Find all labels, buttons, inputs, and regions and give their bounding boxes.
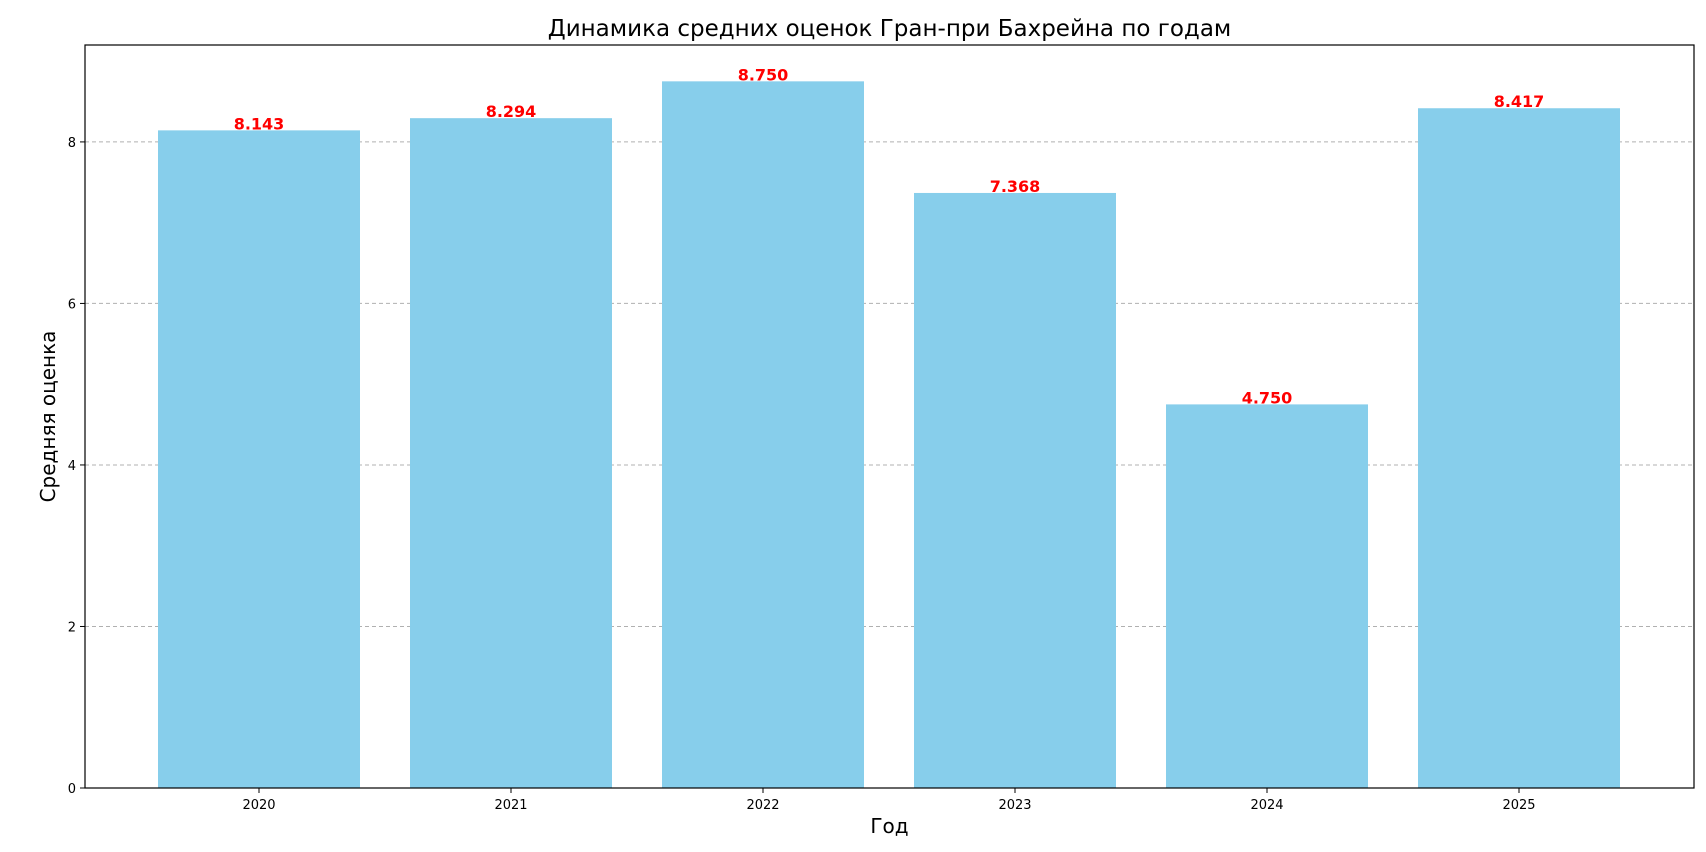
- x-tick-label-2022: 2022: [746, 798, 779, 813]
- y-tick-label: 8: [68, 136, 76, 151]
- x-tick-label-2023: 2023: [998, 798, 1031, 813]
- value-label-2025: 8.417: [1494, 92, 1545, 111]
- value-label-2024: 4.750: [1242, 388, 1293, 407]
- value-label-2022: 8.750: [738, 65, 789, 84]
- bar-2024: [1166, 404, 1368, 788]
- plot-frame: [84, 44, 1695, 789]
- x-axis-label: Год: [870, 814, 908, 838]
- bar-2025: [1418, 108, 1620, 788]
- bar-2022: [662, 81, 864, 788]
- value-labels: 8.143 8.294 8.750 7.368 4.750 8.417: [234, 65, 1545, 407]
- y-tick-label: 2: [68, 620, 76, 635]
- x-tick-label-2021: 2021: [494, 798, 527, 813]
- x-tick-label-2020: 2020: [242, 798, 275, 813]
- bar-2021: [410, 118, 612, 788]
- y-tick-label: 6: [68, 297, 76, 312]
- value-label-2020: 8.143: [234, 114, 285, 133]
- value-label-2023: 7.368: [990, 177, 1041, 196]
- bar-2020: [158, 130, 360, 788]
- x-tick-label-2024: 2024: [1250, 798, 1283, 813]
- y-tick-label: 4: [68, 459, 76, 474]
- bar-2023: [914, 192, 1116, 788]
- x-tick-label-2025: 2025: [1502, 798, 1535, 813]
- y-axis-label: Средняя оценка: [36, 331, 60, 503]
- value-label-2021: 8.294: [486, 102, 537, 121]
- chart-title: Динамика средних оценок Гран-при Бахрейн…: [548, 16, 1232, 42]
- y-tick-label: 0: [68, 782, 76, 797]
- ticks: 0 2 4 6 8 2020 2021 2022 2023 2024 2025: [68, 136, 1536, 813]
- bars: [158, 81, 1620, 788]
